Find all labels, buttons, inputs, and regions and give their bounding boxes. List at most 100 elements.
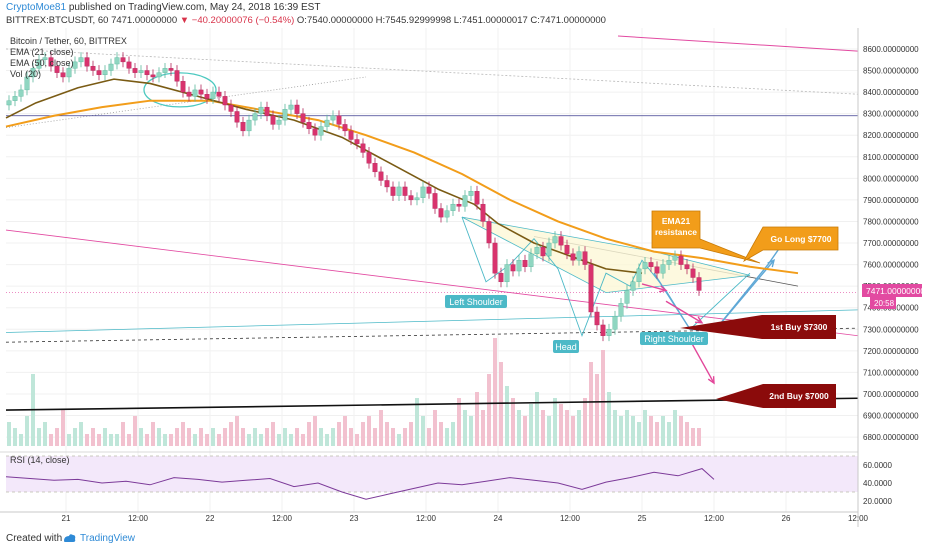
candle-body	[504, 264, 510, 283]
author-link[interactable]: CryptoMoe81	[6, 2, 67, 13]
volume-bar	[649, 416, 653, 446]
candle-body	[354, 139, 360, 145]
volume-bar	[313, 416, 317, 446]
rsi-tick-label: 40.0000	[863, 479, 892, 488]
down-arrow-icon: ▼	[179, 15, 190, 26]
time-tick-label: 12:00	[128, 514, 149, 523]
volume-bar	[157, 428, 161, 446]
volume-bar	[49, 434, 53, 446]
candle-body	[114, 57, 120, 65]
time-axis[interactable]: 21 12:00 22 12:00 23 12:00 24 12:00 25 12:00 26 12:…	[0, 511, 869, 523]
price-tick-label: 7700.00000000	[863, 239, 919, 248]
volume-bars	[7, 338, 701, 446]
ascending-dotted-trendline	[5, 76, 367, 129]
candle-body	[684, 264, 690, 270]
volume-bar	[625, 410, 629, 446]
volume-bar	[85, 434, 89, 446]
candle-body	[612, 316, 618, 330]
volume-bar	[385, 422, 389, 446]
resistance-label: resistance	[655, 227, 697, 237]
right-shoulder-label: Right Shoulder	[644, 334, 704, 344]
volume-bar	[691, 428, 695, 446]
candle-body	[600, 324, 606, 336]
volume-bar	[61, 410, 65, 446]
volume-bar	[133, 416, 137, 446]
tradingview-link[interactable]: TradingView	[80, 533, 136, 544]
volume-bar	[205, 434, 209, 446]
candle-body	[6, 100, 12, 106]
volume-bar	[97, 434, 101, 446]
volume-bar	[223, 428, 227, 446]
volume-bar	[319, 428, 323, 446]
candle-body	[78, 57, 84, 63]
pink-descending-line	[5, 229, 859, 337]
candle-body	[510, 264, 516, 272]
ema50-line	[5, 99, 799, 275]
price-tick-label: 8300.00000000	[863, 110, 919, 119]
volume-bar	[451, 422, 455, 446]
candle-body	[384, 180, 390, 188]
hs-pattern-area	[461, 216, 751, 294]
price-tick-label: 6900.00000000	[863, 412, 919, 421]
price-tick-label: 7300.00000000	[863, 325, 919, 334]
candle-body	[216, 91, 222, 97]
ema21-line	[5, 78, 643, 274]
candle-body	[192, 89, 198, 97]
candle-body	[210, 91, 216, 99]
legend-title: Bitcoin / Tether, 60, BITTREX	[10, 36, 127, 46]
volume-bar	[271, 422, 275, 446]
volume-bar	[457, 398, 461, 446]
countdown-box	[870, 297, 896, 309]
candle-body	[132, 68, 138, 73]
candle-body	[432, 193, 438, 209]
last-price-tag-value: 7471.00000000	[866, 286, 925, 296]
candle-body	[126, 61, 132, 69]
volume-bar	[571, 416, 575, 446]
candle-body	[12, 96, 18, 101]
time-tick-label: 12:00	[416, 514, 437, 523]
candle-body	[678, 255, 684, 265]
candle-body	[420, 186, 426, 198]
candle-body	[414, 197, 420, 201]
candle-body	[552, 236, 558, 244]
candle-body	[228, 104, 234, 112]
symbol-label: BITTREX:BTCUSDT, 60	[6, 15, 109, 26]
candle-body	[396, 186, 402, 196]
volume-bar	[607, 392, 611, 446]
candle-body	[378, 171, 384, 181]
volume-bar	[307, 422, 311, 446]
candle-body	[42, 57, 48, 60]
pink-arrow-1	[641, 283, 667, 292]
candle-body	[186, 91, 192, 97]
price-chart[interactable]: 8600.00000000 8500.00000000 8400.00000000 8…	[0, 28, 932, 527]
volume-bar	[421, 416, 425, 446]
last-price-tag: 7471.00000000 20:58	[862, 284, 925, 309]
volume-bar	[361, 422, 365, 446]
candle-body	[372, 163, 378, 173]
volume-bar	[67, 434, 71, 446]
volume-bar	[91, 428, 95, 446]
volume-bar	[247, 434, 251, 446]
price-axis[interactable]: 8600.00000000 8500.00000000 8400.00000000 8…	[857, 28, 932, 527]
price-tick-label: 8600.00000000	[863, 45, 919, 54]
rsi-band	[6, 456, 858, 492]
candle-body	[276, 119, 282, 125]
candlesticks	[6, 52, 702, 342]
candle-body	[516, 260, 522, 272]
candle-body	[348, 130, 354, 140]
volume-bar	[343, 416, 347, 446]
candle-body	[480, 203, 486, 222]
volume-bar	[535, 392, 539, 446]
volume-bar	[199, 428, 203, 446]
candle-body	[630, 281, 636, 291]
candle-body	[120, 57, 126, 63]
candle-body	[102, 70, 108, 76]
pink-arrow-3	[689, 339, 715, 384]
price-tick-label: 7200.00000000	[863, 347, 919, 356]
price-tick-label: 8000.00000000	[863, 174, 919, 183]
volume-bar	[373, 428, 377, 446]
candle-body	[54, 65, 60, 73]
candle-body	[72, 61, 78, 69]
volume-bar	[679, 416, 683, 446]
price-tick-label: 7100.00000000	[863, 368, 919, 377]
